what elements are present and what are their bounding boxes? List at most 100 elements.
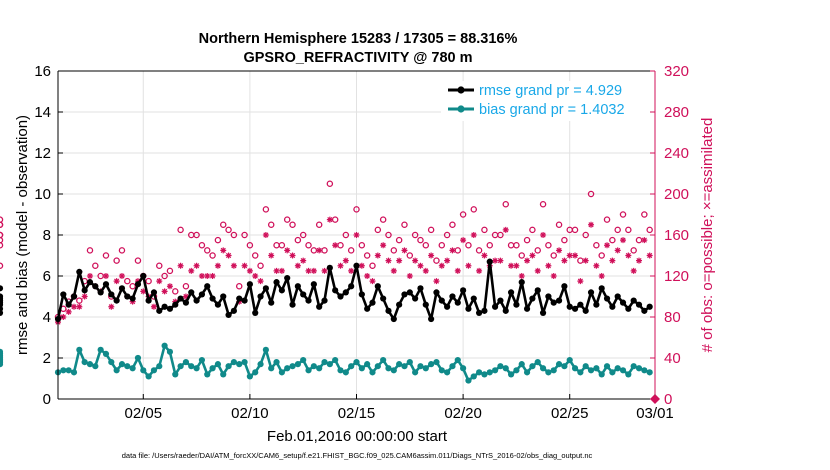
rmse-point [630, 297, 637, 304]
assimilated-point [156, 278, 163, 285]
rmse-point [550, 299, 557, 306]
bias-point [193, 365, 200, 372]
bias-point [406, 359, 413, 366]
bias-point [529, 363, 536, 370]
rmse-point [0, 299, 4, 306]
assimilated-point [577, 278, 584, 285]
y-tick-labels: 0 2 4 6 8 10 12 14 16 [34, 63, 51, 408]
assimilated-point [76, 303, 83, 310]
bias-point [316, 365, 323, 372]
possible-point [177, 226, 184, 234]
rmse-point [150, 289, 158, 296]
assimilated-point [401, 247, 408, 254]
possible-point [0, 221, 4, 228]
rmse-point [268, 299, 275, 306]
rmse-point [342, 289, 349, 296]
bias-point [86, 361, 94, 368]
data-file-footnote: data file: /Users/raeder/DAI/ATM_forcXX/… [122, 451, 593, 460]
rmse-point [230, 307, 238, 314]
possible-point [251, 252, 259, 259]
possible-point [172, 288, 179, 295]
possible-point [246, 241, 254, 249]
y-tick-label: 12 [34, 145, 51, 162]
possible-point [182, 282, 190, 290]
y-tick-label: 10 [34, 186, 51, 203]
y2-tick-label: 280 [664, 104, 689, 121]
series-bias [0, 342, 653, 384]
rmse-point [236, 295, 243, 302]
assimilated-point [358, 262, 365, 269]
assimilated-point [374, 252, 381, 259]
possible-point [118, 247, 126, 254]
assimilated-point [556, 247, 563, 254]
possible-point [235, 282, 243, 290]
assimilated-point [108, 303, 115, 310]
assimilated-point [198, 273, 205, 279]
rmse-point [326, 264, 333, 271]
possible-point [267, 221, 275, 228]
bias-point [284, 365, 291, 372]
legend-bias-marker [457, 105, 465, 113]
possible-point [385, 231, 392, 239]
rmse-point [587, 289, 595, 296]
bias-point [257, 361, 264, 368]
possible-point [374, 226, 382, 234]
bias-point [550, 367, 557, 374]
assimilated-point [268, 252, 275, 259]
possible-point [555, 221, 563, 228]
y2-tick-label: 80 [664, 309, 681, 326]
assimilated-point [241, 262, 248, 269]
y-tick-label: 14 [34, 104, 51, 121]
possible-point [358, 241, 366, 249]
bias-point [481, 371, 488, 378]
possible-point [427, 226, 435, 234]
assimilated-point [380, 242, 387, 249]
bias-point [220, 371, 227, 378]
rmse-point [374, 283, 381, 290]
assimilated-point [220, 247, 227, 254]
assimilated-point [641, 237, 648, 244]
rmse-point [172, 301, 179, 308]
x-axis-label: Feb.01,2016 00:00:00 start [267, 428, 448, 445]
bias-point [433, 359, 440, 366]
possible-point [353, 206, 360, 213]
x-tick-labels: 02/05 02/10 02/15 02/20 02/25 03/01 [125, 405, 674, 422]
assimilated-point [598, 273, 605, 279]
bias-point [65, 367, 72, 374]
bias-point [444, 369, 451, 376]
bias-point [0, 356, 4, 364]
assimilated-point [326, 216, 333, 223]
rmse-point [348, 283, 355, 290]
bias-point [507, 371, 515, 378]
rmse-point [204, 283, 211, 290]
rmse-point [225, 311, 232, 319]
possible-point [161, 272, 168, 280]
possible-point [102, 252, 110, 259]
bias-point [609, 369, 616, 376]
rmse-point [278, 287, 285, 294]
possible-point [299, 231, 307, 239]
bias-point [513, 367, 520, 374]
assimilated-point [604, 242, 611, 249]
rmse-point [406, 289, 413, 296]
rmse-point [539, 309, 547, 316]
possible-point [561, 236, 568, 244]
assimilated-point [182, 293, 189, 300]
possible-point [278, 241, 286, 249]
possible-point [134, 257, 142, 264]
assimilated-point [508, 262, 515, 269]
rmse-point [182, 299, 190, 306]
rmse-point [358, 291, 365, 298]
bias-point [641, 367, 648, 374]
rmse-point [428, 315, 435, 323]
possible-point [0, 231, 4, 239]
possible-point [124, 277, 131, 285]
bias-point [289, 363, 296, 370]
possible-point [342, 231, 350, 239]
legend-bias-label: bias grand pr = 1.4032 [479, 102, 625, 118]
rmse-point [417, 285, 424, 292]
rmse-point [70, 293, 78, 300]
bias-point [129, 365, 136, 372]
bias-point [230, 359, 238, 366]
bias-point [150, 367, 158, 374]
